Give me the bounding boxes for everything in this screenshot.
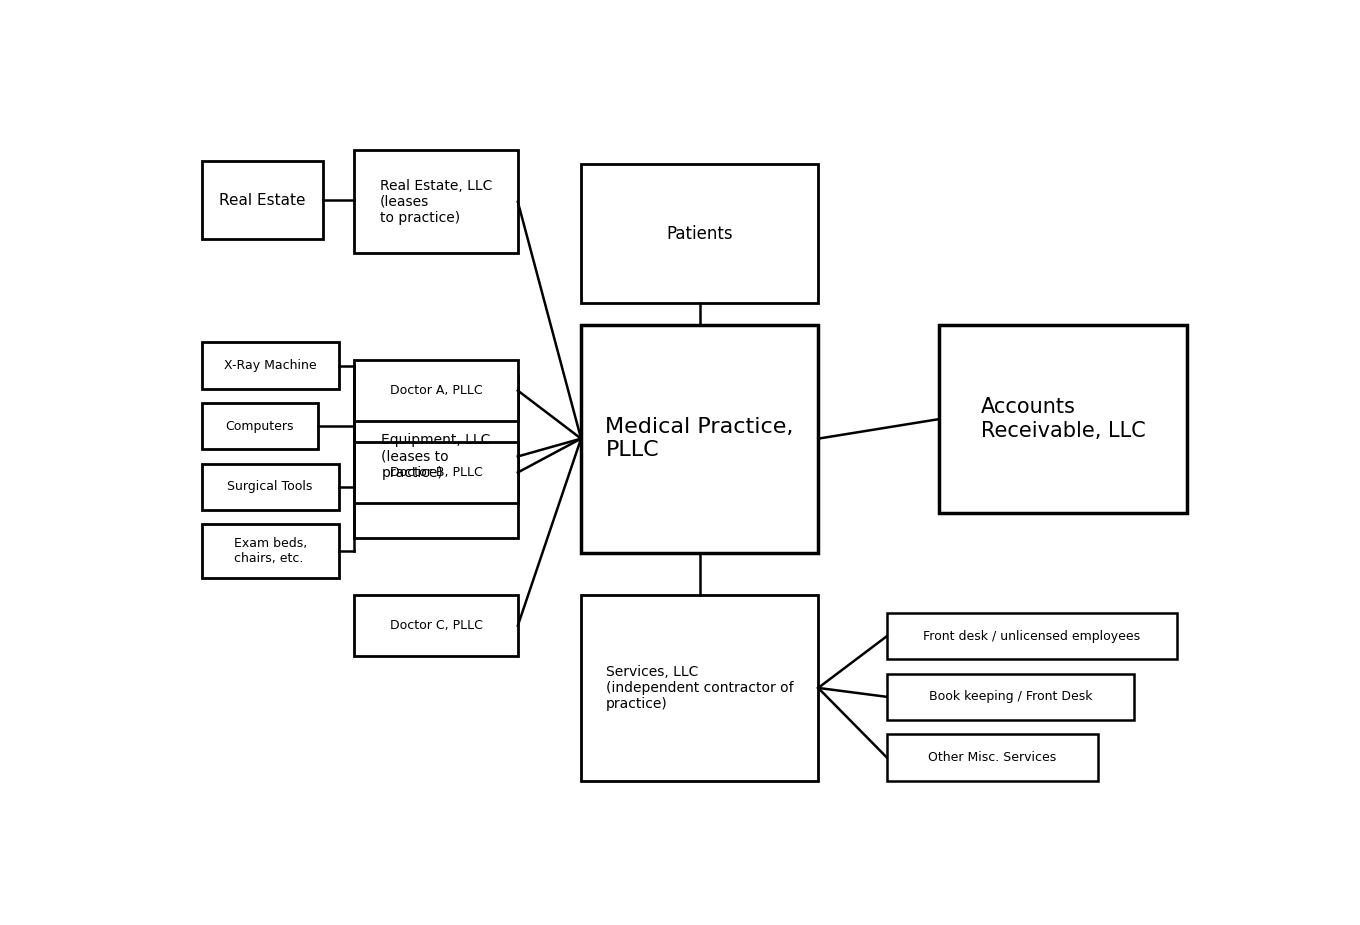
FancyBboxPatch shape (581, 596, 819, 781)
Text: Services, LLC
(independent contractor of
practice): Services, LLC (independent contractor of… (605, 665, 793, 711)
FancyBboxPatch shape (201, 403, 317, 450)
Text: Doctor B, PLLC: Doctor B, PLLC (390, 466, 483, 479)
FancyBboxPatch shape (581, 165, 819, 303)
Text: Exam beds,
chairs, etc.: Exam beds, chairs, etc. (234, 536, 307, 565)
FancyBboxPatch shape (201, 463, 339, 510)
Text: Front desk / unlicensed employees: Front desk / unlicensed employees (923, 630, 1140, 643)
FancyBboxPatch shape (940, 325, 1187, 513)
FancyBboxPatch shape (887, 673, 1134, 720)
Text: Equipment, LLC
(leases to
practice): Equipment, LLC (leases to practice) (381, 433, 491, 480)
Text: Medical Practice,
PLLC: Medical Practice, PLLC (605, 417, 794, 461)
Text: Accounts
Receivable, LLC: Accounts Receivable, LLC (981, 398, 1145, 440)
FancyBboxPatch shape (201, 524, 339, 577)
FancyBboxPatch shape (201, 342, 339, 388)
Text: Computers: Computers (226, 420, 294, 433)
Text: Doctor A, PLLC: Doctor A, PLLC (390, 384, 483, 397)
Text: Real Estate: Real Estate (219, 192, 306, 207)
Text: Real Estate, LLC
(leases
to practice): Real Estate, LLC (leases to practice) (379, 179, 492, 225)
FancyBboxPatch shape (887, 613, 1176, 660)
Text: Surgical Tools: Surgical Tools (227, 480, 313, 493)
FancyBboxPatch shape (581, 325, 819, 552)
FancyBboxPatch shape (887, 734, 1098, 781)
FancyBboxPatch shape (355, 150, 518, 253)
Text: Patients: Patients (666, 225, 733, 243)
FancyBboxPatch shape (355, 361, 518, 421)
Text: Doctor C, PLLC: Doctor C, PLLC (390, 619, 483, 632)
FancyBboxPatch shape (201, 161, 322, 240)
Text: Book keeping / Front Desk: Book keeping / Front Desk (929, 690, 1092, 703)
FancyBboxPatch shape (355, 596, 518, 656)
Text: Other Misc. Services: Other Misc. Services (928, 751, 1057, 764)
FancyBboxPatch shape (355, 442, 518, 503)
Text: X-Ray Machine: X-Ray Machine (224, 359, 317, 372)
FancyBboxPatch shape (355, 375, 518, 538)
